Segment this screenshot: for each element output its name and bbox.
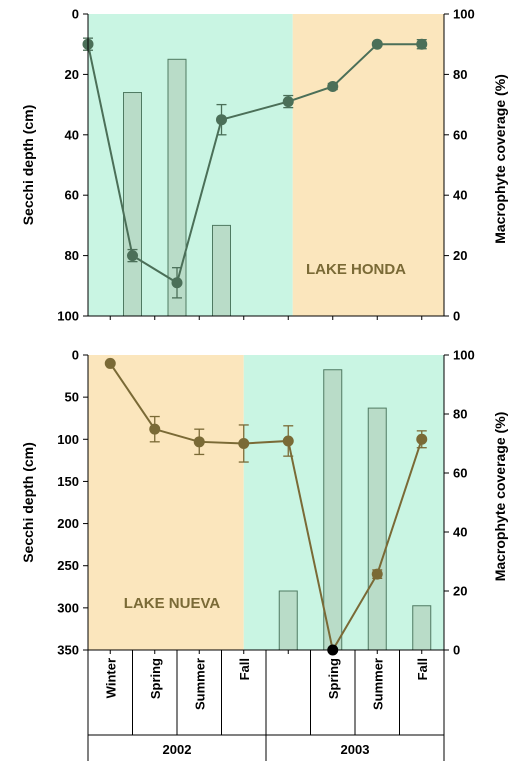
honda-secchi-point-3 bbox=[216, 114, 227, 126]
season-label-7: Fall bbox=[415, 658, 430, 680]
x-axis: Winter Spring Summer Fall Spring Summer Fall 20… bbox=[87, 650, 445, 761]
nueva-secchi-point-6 bbox=[371, 568, 383, 580]
nueva-macrophyte-bar-3 bbox=[412, 605, 432, 651]
nueva-region-orange bbox=[88, 355, 244, 650]
season-label-6: Summer bbox=[370, 658, 385, 710]
honda-y-right-tick-label-1: 80 bbox=[453, 67, 467, 82]
nueva-secchi-line bbox=[109, 362, 423, 653]
nueva-region-green bbox=[243, 355, 444, 650]
nueva-secchi-point-1 bbox=[149, 423, 161, 435]
panel-lake-nueva: 050100150200250300350100806040200Secchi … bbox=[20, 348, 508, 658]
panel-lake-honda: 0 20 40 60 80 100 100 80 60 40 20 0 Secchi depth (cm… bbox=[20, 7, 508, 324]
nueva-y-tick-label-2: 100 bbox=[57, 432, 79, 447]
honda-secchi-line bbox=[87, 43, 422, 285]
honda-y-tick-label-1: 20 bbox=[65, 67, 79, 82]
honda-y-right-tick-label-4: 20 bbox=[453, 248, 467, 263]
year-label-2003: 2003 bbox=[341, 742, 370, 757]
nueva-y-right-tick-label-0: 100 bbox=[453, 348, 475, 363]
nueva-macrophyte-bar-0 bbox=[278, 590, 298, 651]
nueva-macrophyte-bar-1 bbox=[323, 369, 343, 651]
nueva-y-tick-label-6: 300 bbox=[57, 600, 79, 615]
honda-secchi-point-6 bbox=[371, 38, 383, 50]
honda-lake-label: LAKE HONDA bbox=[306, 261, 406, 278]
honda-region-orange bbox=[292, 14, 444, 316]
honda-secchi-point-2 bbox=[171, 277, 183, 289]
nueva-y-tick-label-5: 250 bbox=[57, 558, 79, 573]
honda-secchi-point-1 bbox=[127, 250, 138, 262]
nueva-macrophyte-bar-2 bbox=[367, 407, 387, 651]
nueva-secchi-point-7 bbox=[416, 433, 428, 445]
nueva-y-right-tick-label-5: 0 bbox=[453, 643, 460, 658]
honda-y-tick-label-4: 80 bbox=[65, 248, 79, 263]
season-label-3: Fall bbox=[237, 658, 252, 680]
nueva-secchi-point-2 bbox=[193, 436, 205, 448]
honda-y-right-tick-label-3: 40 bbox=[453, 188, 467, 203]
nueva-y-right-tick-label-3: 40 bbox=[453, 525, 467, 540]
honda-y-right-tick-label-0: 100 bbox=[453, 7, 475, 22]
honda-secchi-point-7 bbox=[416, 38, 428, 50]
season-label-0: Winter bbox=[103, 658, 118, 698]
honda-y-tick-label-3: 60 bbox=[65, 188, 79, 203]
honda-region-green bbox=[88, 14, 293, 316]
season-label-5: Spring bbox=[326, 658, 341, 699]
honda-macrophyte-bar-2 bbox=[212, 224, 231, 317]
nueva-secchi-point-3 bbox=[238, 438, 250, 449]
nueva-y-tick-label-1: 50 bbox=[65, 390, 79, 405]
honda-macrophyte-bar-0 bbox=[123, 92, 142, 317]
nueva-y-right-tick-label-2: 60 bbox=[453, 466, 467, 481]
nueva-y-tick-label-7: 350 bbox=[57, 643, 79, 658]
nueva-y-tick-label-3: 150 bbox=[57, 474, 79, 489]
year-label-2002: 2002 bbox=[163, 742, 192, 757]
honda-y-right-axis-title: Macrophyte coverage (%) bbox=[492, 74, 508, 244]
honda-secchi-point-4 bbox=[282, 96, 294, 108]
honda-y-right-tick-label-5: 0 bbox=[453, 309, 460, 324]
nueva-lake-label: LAKE NUEVA bbox=[124, 595, 221, 612]
honda-y-tick-label-2: 40 bbox=[65, 127, 79, 142]
nueva-y-tick-label-4: 200 bbox=[57, 516, 79, 531]
nueva-y-right-tick-label-4: 20 bbox=[453, 584, 467, 599]
honda-y-right-tick-label-2: 60 bbox=[453, 127, 467, 142]
nueva-y-right-tick-label-1: 80 bbox=[453, 407, 467, 422]
honda-secchi-point-5 bbox=[327, 80, 339, 92]
nueva-y-tick-label-0: 0 bbox=[72, 348, 79, 363]
honda-y-tick-label-0: 0 bbox=[72, 7, 79, 22]
nueva-y-axis-title: Secchi depth (cm) bbox=[20, 442, 36, 563]
honda-y-axis-title: Secchi depth (cm) bbox=[20, 105, 36, 226]
nueva-secchi-point-4 bbox=[282, 435, 294, 447]
season-label-2: Summer bbox=[192, 658, 207, 710]
season-label-1: Spring bbox=[148, 658, 163, 699]
nueva-secchi-point-0 bbox=[104, 357, 116, 369]
honda-y-tick-label-5: 100 bbox=[57, 309, 79, 324]
nueva-y-right-axis-title: Macrophyte coverage (%) bbox=[492, 412, 508, 582]
